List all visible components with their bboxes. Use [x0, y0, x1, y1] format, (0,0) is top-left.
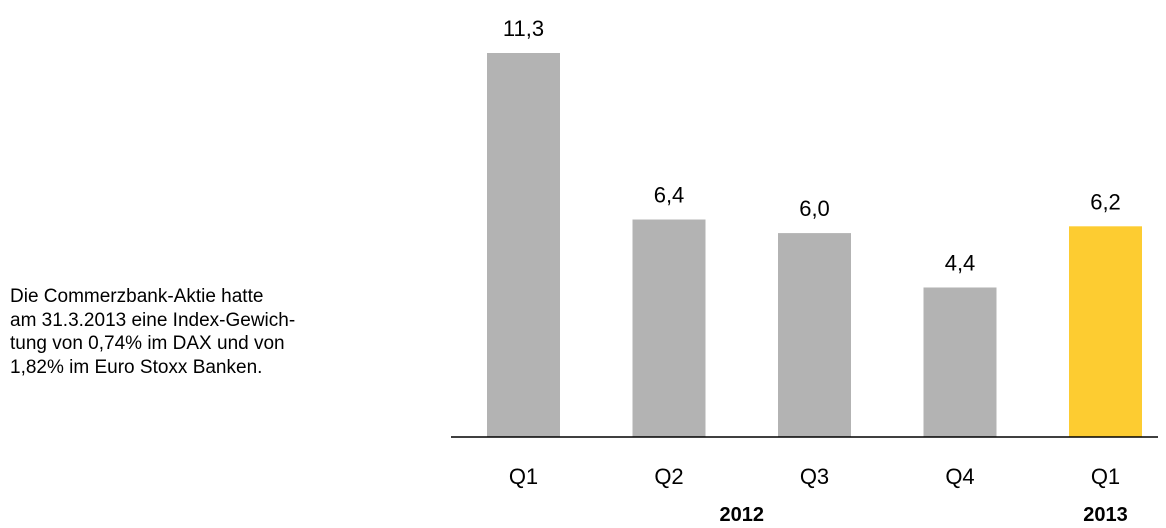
note-line-4: 1,82% im Euro Stoxx Banken. [10, 356, 263, 378]
tick-label-1: Q2 [654, 464, 683, 489]
value-label-4: 6,2 [1090, 189, 1121, 214]
tick-label-3: Q4 [945, 464, 974, 489]
value-label-3: 4,4 [945, 250, 976, 275]
bar-2 [778, 233, 851, 437]
bar-4 [1069, 226, 1142, 437]
year-label-0: 2012 [720, 504, 765, 526]
bar-3 [923, 287, 997, 437]
tick-label-4: Q1 [1091, 464, 1120, 489]
note-line-2: am 31.3.2013 eine Index-Gewich- [10, 309, 296, 331]
tick-label-0: Q1 [509, 464, 538, 489]
note-line-1: Die Commerzbank-Aktie hatte [10, 286, 264, 307]
value-label-2: 6,0 [799, 196, 830, 221]
value-label-1: 6,4 [654, 183, 685, 208]
value-label-0: 11,3 [503, 16, 544, 41]
year-label-1: 2013 [1083, 504, 1128, 526]
bar-0 [487, 53, 560, 437]
tick-label-2: Q3 [800, 464, 829, 489]
index-weight-note: Die Commerzbank-Aktie hatte am 31.3.2013… [10, 285, 430, 379]
note-line-3: tung von 0,74% im DAX und von [10, 333, 285, 354]
bar-1 [632, 219, 706, 437]
